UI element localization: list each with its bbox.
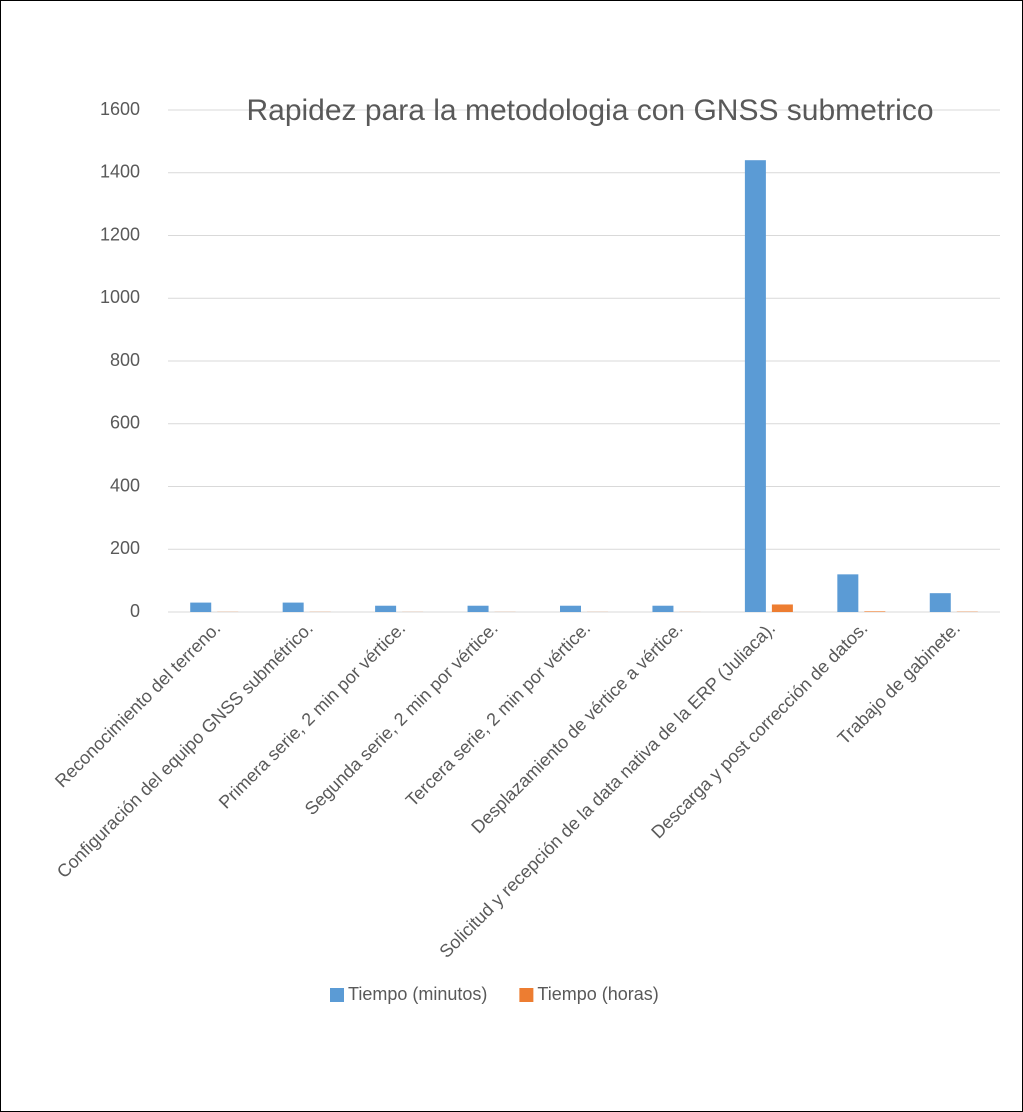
y-tick-label: 400 [110, 475, 140, 495]
y-tick-label: 1200 [100, 224, 140, 244]
legend-swatch [330, 988, 344, 1002]
legend-label: Tiempo (horas) [537, 984, 658, 1004]
y-tick-label: 600 [110, 413, 140, 433]
y-tick-label: 800 [110, 350, 140, 370]
bar [652, 605, 674, 612]
chart-title: Rapidez para la metodologia con GNSS sub… [246, 94, 933, 127]
bar [467, 605, 489, 612]
y-tick-label: 1000 [100, 287, 140, 307]
legend-swatch [519, 988, 534, 1002]
bar [375, 605, 397, 612]
bar [837, 574, 859, 612]
bar [744, 160, 766, 612]
bar [771, 604, 793, 612]
bar [190, 602, 212, 612]
y-tick-label: 200 [110, 538, 140, 558]
bar [864, 611, 886, 612]
y-tick-label: 0 [130, 601, 140, 621]
bar [560, 605, 581, 612]
y-tick-label: 1400 [100, 162, 140, 182]
bar [929, 593, 951, 612]
y-tick-label: 1600 [100, 99, 140, 119]
legend-label: Tiempo (minutos) [348, 984, 487, 1004]
bar [282, 602, 304, 612]
